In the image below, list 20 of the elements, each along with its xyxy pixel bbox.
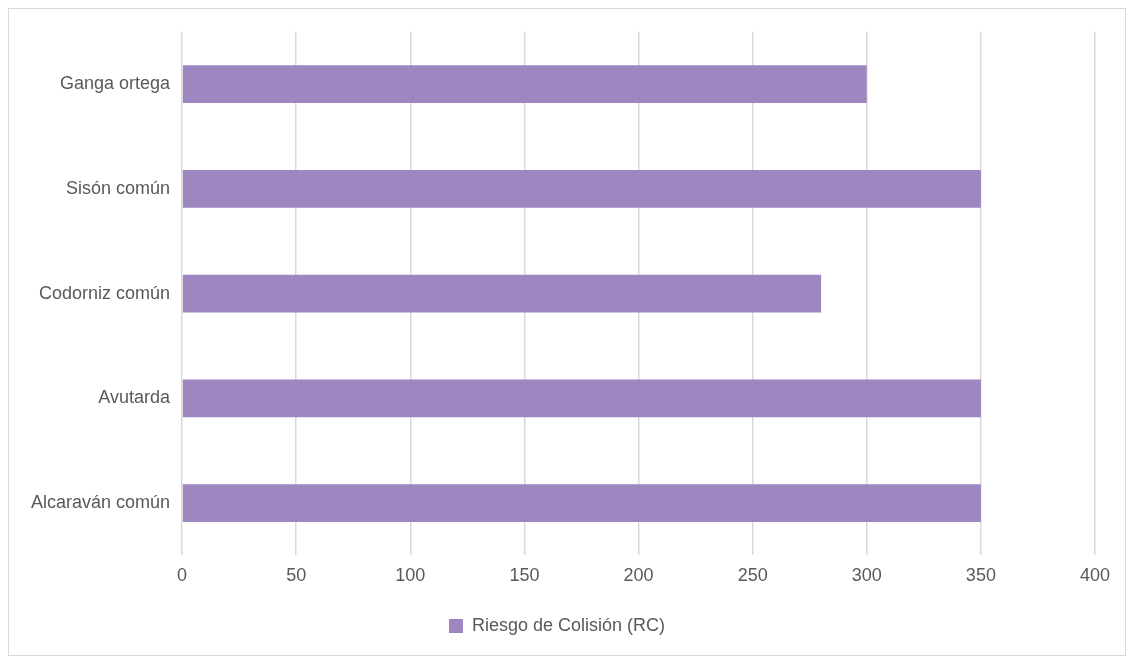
x-tick-label: 250 [737, 565, 768, 586]
x-tick-label: 0 [177, 565, 188, 586]
y-tick-label: Ganga ortega [59, 73, 172, 94]
y-tick-label: Alcaraván común [30, 492, 171, 513]
y-tick-label: Codorniz común [39, 282, 171, 303]
y-tick-label: Sisón común [66, 177, 171, 198]
x-tick-label: 100 [395, 565, 426, 586]
y-tick-label: Avutarda [98, 387, 172, 408]
bar [182, 274, 822, 313]
x-tick-label: 50 [286, 565, 307, 586]
bar [182, 484, 981, 522]
legend-label: Riesgo de Colisión (RC) [471, 614, 666, 635]
bar [182, 170, 981, 208]
x-tick-label: 350 [965, 565, 996, 586]
x-tick-label: 150 [509, 565, 540, 586]
x-tick-label: 200 [623, 565, 654, 586]
x-tick-label: 400 [1079, 565, 1111, 586]
bar [182, 379, 981, 418]
x-tick-label: 300 [851, 565, 882, 586]
bar [182, 65, 867, 104]
